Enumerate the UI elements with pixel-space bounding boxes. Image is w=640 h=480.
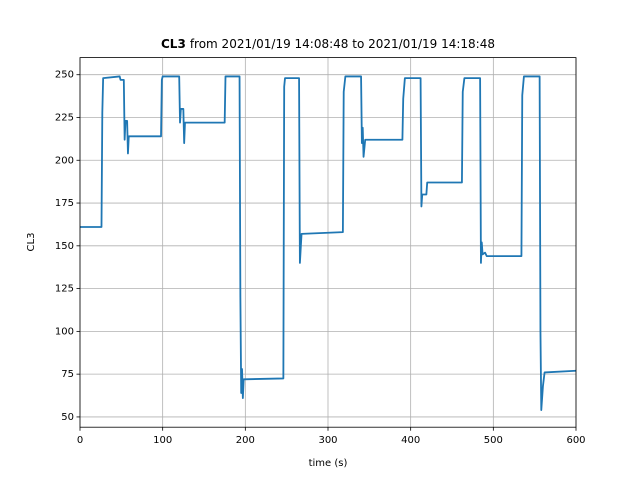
- y-tick-label: 150: [55, 241, 74, 252]
- y-tick-label: 100: [55, 326, 74, 337]
- y-axis-label: CL3: [26, 233, 37, 252]
- plot: [80, 75, 577, 411]
- y-tick-label: 125: [55, 284, 74, 295]
- x-tick-label: 0: [77, 435, 83, 446]
- data-line: [80, 75, 577, 411]
- x-tick-label: 400: [401, 435, 420, 446]
- x-tick-label: 600: [566, 435, 585, 446]
- y-tick-label: 75: [61, 369, 74, 380]
- title-bold: CL3: [161, 37, 186, 51]
- x-axis-label: time (s): [309, 458, 348, 469]
- y-tick-label: 200: [55, 155, 74, 166]
- grid: [79, 57, 577, 428]
- y-tick-label: 225: [55, 112, 74, 123]
- x-tick-label: 300: [318, 435, 337, 446]
- x-tick-label: 500: [484, 435, 503, 446]
- y-tick-label: 175: [55, 198, 74, 209]
- title-rest: from 2021/01/19 14:08:48 to 2021/01/19 1…: [190, 37, 495, 51]
- chart-title: CL3 from 2021/01/19 14:08:48 to 2021/01/1…: [161, 37, 495, 51]
- x-tick-label: 200: [236, 435, 255, 446]
- y-tick-label: 250: [55, 70, 74, 81]
- x-tick-label: 100: [153, 435, 172, 446]
- y-tick-label: 50: [61, 412, 74, 423]
